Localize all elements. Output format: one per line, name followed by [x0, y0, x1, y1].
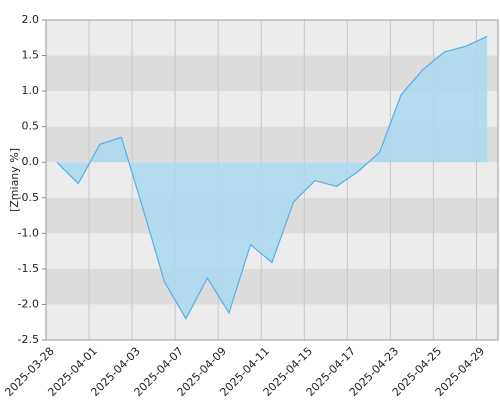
band — [46, 304, 498, 340]
y-tick-label: -1.5 — [18, 262, 39, 275]
plot-border — [45, 19, 499, 341]
y-tick-label: -1.0 — [18, 226, 39, 239]
y-tick-label: -2.0 — [18, 297, 39, 310]
y-tick-label: 0.0 — [22, 155, 40, 168]
y-tick-label: 1.0 — [22, 84, 40, 97]
y-axis-label: [Zmiany %] — [8, 148, 21, 212]
band — [46, 268, 498, 305]
y-tick-label: -2.5 — [18, 333, 39, 346]
y-tick-label: 1.5 — [22, 49, 40, 62]
y-tick-label: 0.5 — [22, 120, 40, 133]
y-tick-label: -0.5 — [18, 191, 39, 204]
band — [46, 20, 498, 56]
area — [56, 36, 488, 319]
y-tick-label: 2.0 — [22, 13, 40, 26]
line — [56, 35, 488, 320]
